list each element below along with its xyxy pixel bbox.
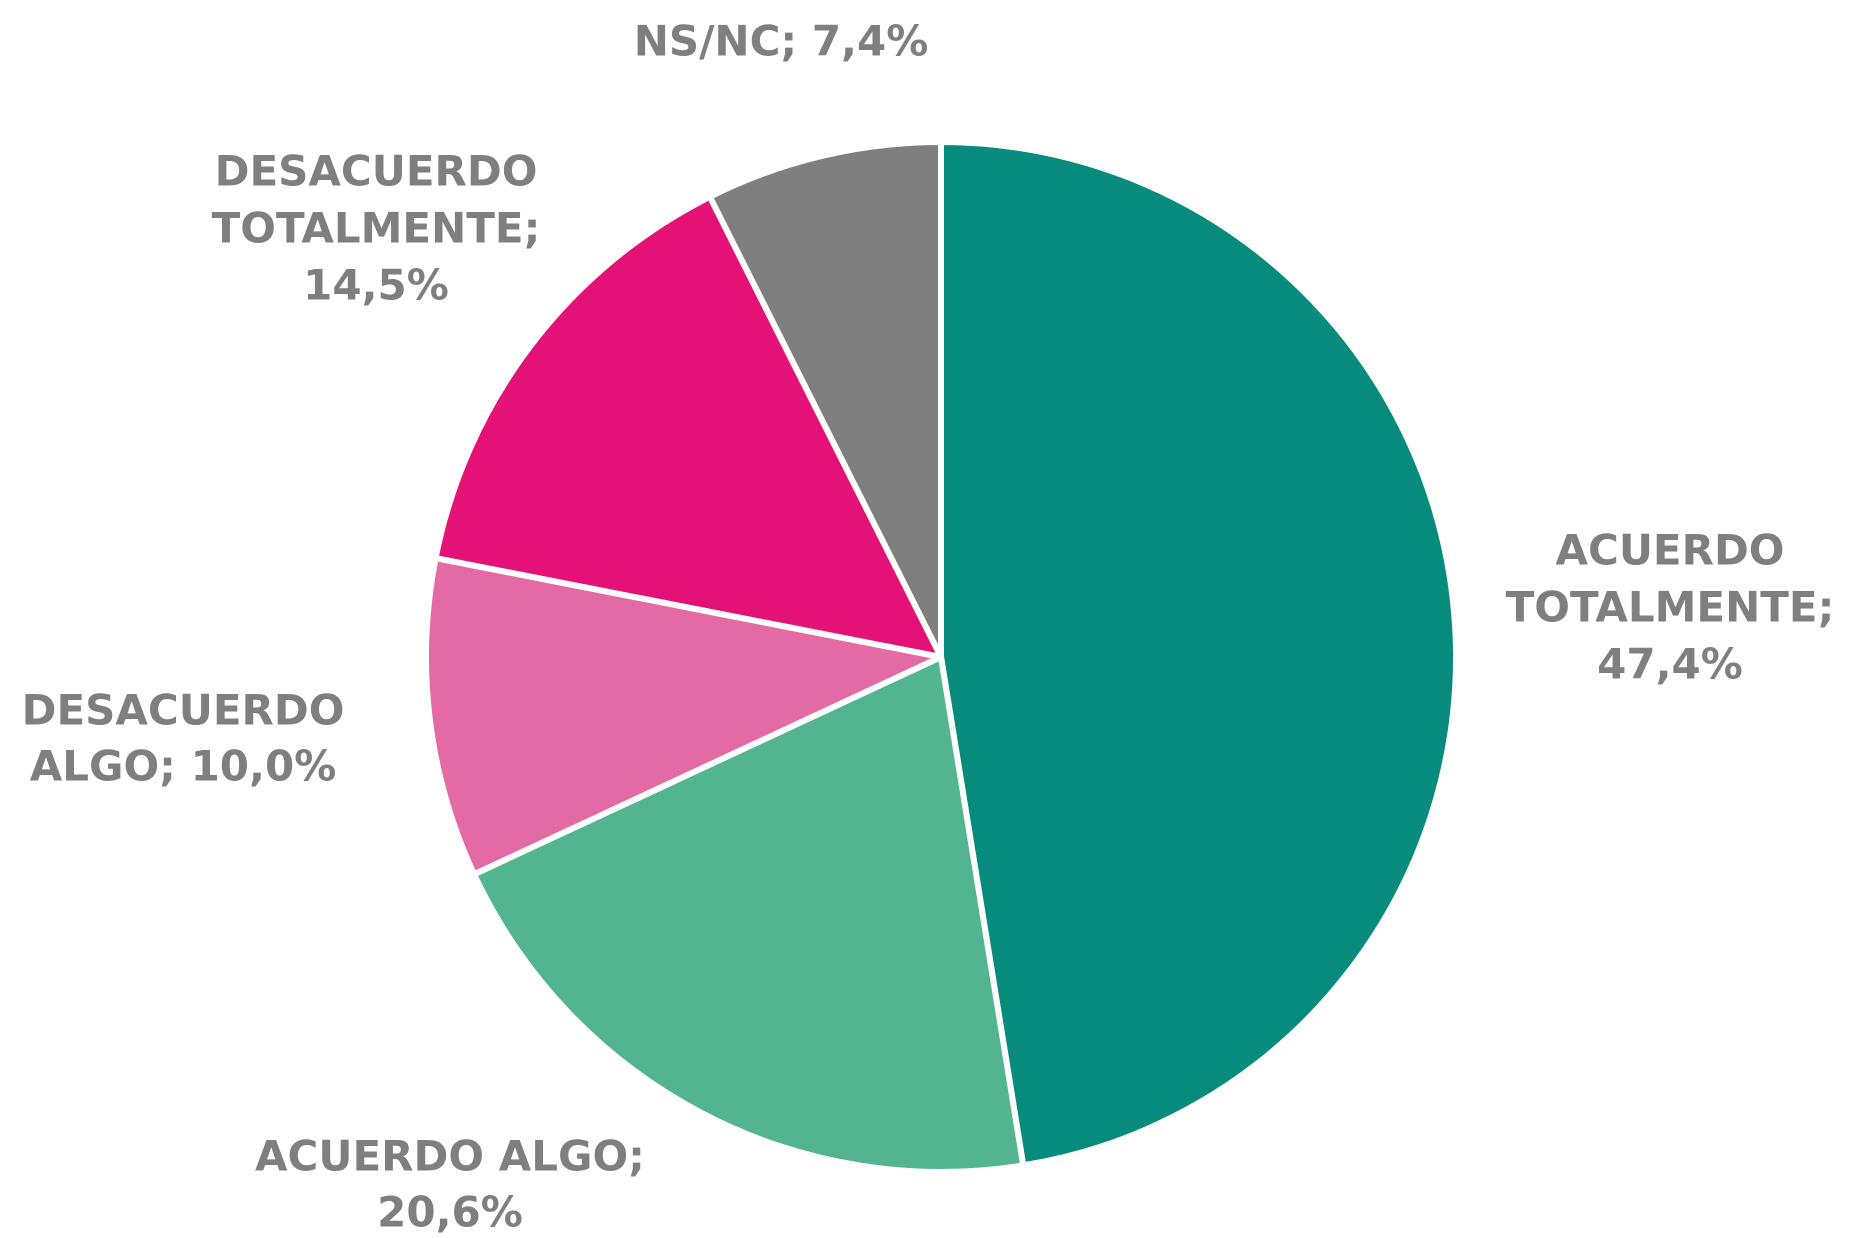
slice-label: TOTALMENTE; — [212, 204, 541, 253]
slice-label: ALGO; 10,0% — [30, 742, 337, 791]
pie-slice — [432, 193, 944, 660]
slice-label: 14,5% — [303, 261, 449, 310]
pie-slice — [471, 654, 1027, 1175]
slice-label: 20,6% — [377, 1188, 523, 1237]
pie-slice — [938, 139, 1459, 1169]
pie-slice — [423, 555, 944, 878]
slice-label: DESACUERDO — [215, 147, 538, 196]
slice-label: TOTALMENTE; — [1506, 583, 1835, 632]
slice-label: DESACUERDO — [22, 686, 345, 735]
slice-label: ACUERDO — [1555, 526, 1784, 575]
slice-label: ACUERDO ALGO; — [255, 1132, 645, 1181]
slice-label: 47,4% — [1597, 640, 1743, 689]
pie-slice — [706, 139, 944, 660]
slice-label: NS/NC; 7,4% — [634, 17, 929, 66]
